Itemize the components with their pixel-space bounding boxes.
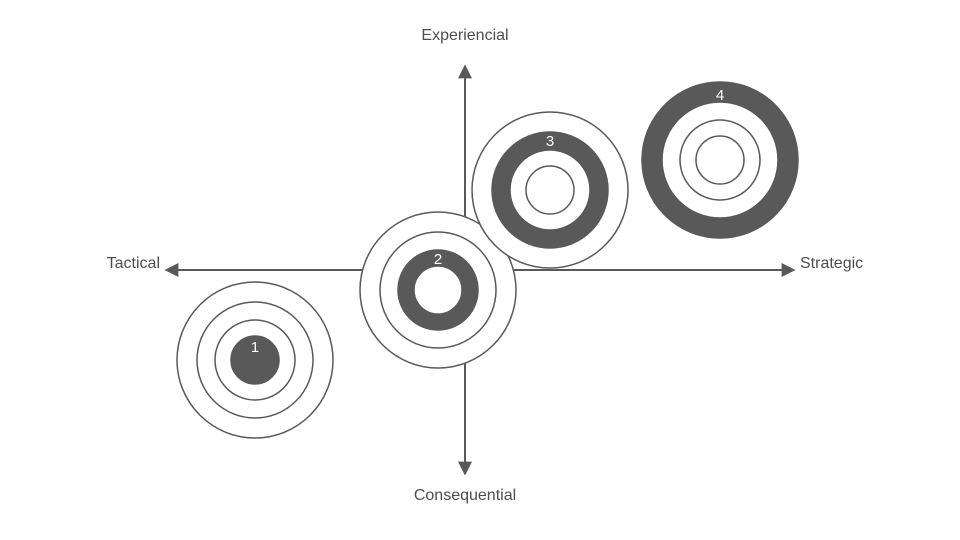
cluster-3: 3 bbox=[472, 112, 628, 268]
cluster-4: 4 bbox=[642, 82, 798, 238]
cluster-1: 1 bbox=[177, 282, 333, 438]
axis-label-right: Strategic bbox=[800, 255, 863, 272]
quadrant-diagram: Experiencial Consequential Tactical Stra… bbox=[0, 0, 960, 540]
axis-label-left: Tactical bbox=[107, 255, 160, 272]
cluster-label: 4 bbox=[716, 87, 724, 104]
clusters-group: 1 2 3 4 bbox=[177, 82, 798, 438]
axis-label-top: Experiencial bbox=[421, 27, 508, 44]
axis-label-bottom: Consequential bbox=[414, 487, 516, 504]
cluster-label: 1 bbox=[251, 339, 259, 356]
cluster-label: 3 bbox=[546, 133, 554, 150]
ring-4 bbox=[696, 136, 744, 184]
ring-4 bbox=[526, 166, 574, 214]
cluster-label: 2 bbox=[434, 251, 442, 268]
ring-4 bbox=[414, 266, 462, 314]
